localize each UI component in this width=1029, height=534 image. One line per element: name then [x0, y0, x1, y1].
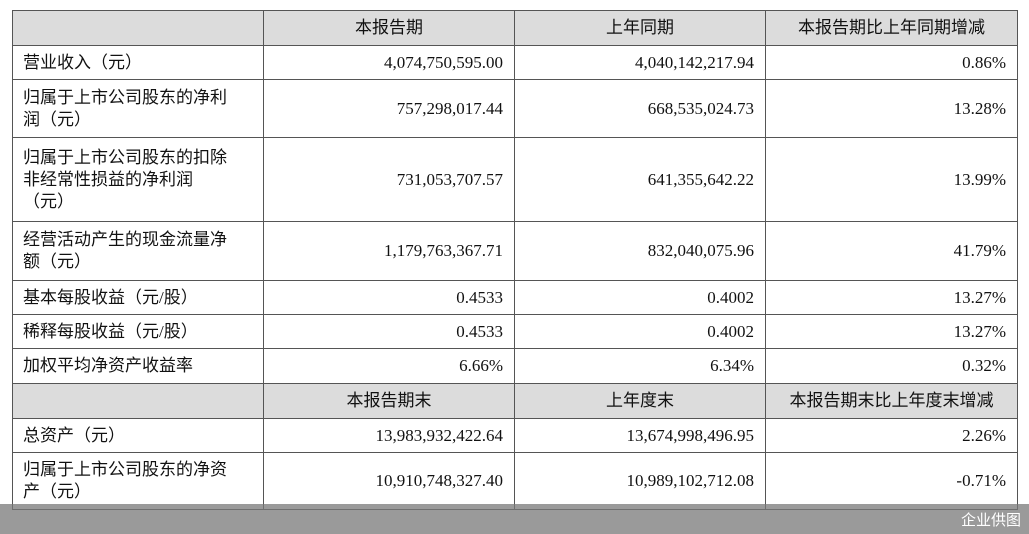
header-row: 本报告期末 上年度末 本报告期末比上年度末增减 — [12, 383, 1018, 419]
value-cell: 10,989,102,712.08 — [514, 452, 766, 510]
header-cell: 本报告期比上年同期增减 — [765, 10, 1018, 46]
watermark: 企业供图 — [960, 511, 1021, 529]
header-cell: 本报告期末比上年度末增减 — [765, 383, 1018, 419]
value-cell: 641,355,642.22 — [514, 137, 766, 222]
data-row: 营业收入（元） 4,074,750,595.00 4,040,142,217.94 0… — [12, 45, 1018, 80]
data-row: 经营活动产生的现金流量净 额（元） 1,179,763,367.71 832,040,… — [12, 221, 1018, 281]
row-label: 总资产（元） — [12, 418, 264, 453]
value-cell: 757,298,017.44 — [263, 79, 515, 138]
value-cell: 2.26% — [765, 418, 1018, 453]
row-label: 经营活动产生的现金流量净 额（元） — [12, 221, 264, 281]
data-row: 归属于上市公司股东的扣除 非经常性损益的净利润 （元） 731,053,707.57 6… — [12, 137, 1018, 222]
value-cell: 832,040,075.96 — [514, 221, 766, 281]
header-cell — [12, 10, 264, 46]
label-line: 非经常性损益的净利润 — [23, 169, 193, 189]
value-cell: 0.4533 — [263, 280, 515, 315]
data-row: 归属于上市公司股东的净利 润（元） 757,298,017.44 668,535,02… — [12, 79, 1018, 138]
header-cell: 上年同期 — [514, 10, 766, 46]
financial-table: 本报告期 上年同期 本报告期比上年同期增减营业收入（元） 4,074,750,595.… — [12, 10, 1018, 510]
data-row: 归属于上市公司股东的净资 产（元） 10,910,748,327.40 10,989,… — [12, 452, 1018, 510]
row-label: 稀释每股收益（元/股） — [12, 314, 264, 349]
value-cell: 6.34% — [514, 348, 766, 384]
value-cell: 0.4002 — [514, 280, 766, 315]
value-cell: 13,983,932,422.64 — [263, 418, 515, 453]
value-cell: 668,535,024.73 — [514, 79, 766, 138]
value-cell: 4,040,142,217.94 — [514, 45, 766, 80]
row-label: 加权平均净资产收益率 — [12, 348, 264, 384]
value-cell: 10,910,748,327.40 — [263, 452, 515, 510]
data-row: 基本每股收益（元/股） 0.4533 0.4002 13.27% — [12, 280, 1018, 315]
header-cell: 本报告期 — [263, 10, 515, 46]
label-line: 总资产（元） — [23, 425, 125, 445]
label-line: 营业收入（元） — [23, 52, 142, 72]
label-line: 归属于上市公司股东的扣除 — [23, 147, 227, 167]
value-cell: 4,074,750,595.00 — [263, 45, 515, 80]
label-line: 稀释每股收益（元/股） — [23, 321, 198, 341]
value-cell: 0.4533 — [263, 314, 515, 349]
value-cell: 41.79% — [765, 221, 1018, 281]
value-cell: 731,053,707.57 — [263, 137, 515, 222]
value-cell: 6.66% — [263, 348, 515, 384]
label-line: 加权平均净资产收益率 — [23, 356, 193, 375]
value-cell: 13.99% — [765, 137, 1018, 222]
label-line: （元） — [23, 191, 74, 211]
row-label: 归属于上市公司股东的净利 润（元） — [12, 79, 264, 138]
header-cell: 上年度末 — [514, 383, 766, 419]
label-line: 产（元） — [23, 482, 91, 501]
row-label: 营业收入（元） — [12, 45, 264, 80]
label-line: 额（元） — [23, 252, 91, 271]
value-cell: -0.71% — [765, 452, 1018, 510]
value-cell: 13.28% — [765, 79, 1018, 138]
label-line: 经营活动产生的现金流量净 — [23, 230, 227, 249]
label-line: 基本每股收益（元/股） — [23, 287, 198, 307]
data-row: 总资产（元） 13,983,932,422.64 13,674,998,496.95… — [12, 418, 1018, 453]
data-row: 加权平均净资产收益率 6.66% 6.34% 0.32% — [12, 348, 1018, 384]
header-row: 本报告期 上年同期 本报告期比上年同期增减 — [12, 10, 1018, 46]
value-cell: 1,179,763,367.71 — [263, 221, 515, 281]
watermark-bar: 企业供图 — [0, 504, 1029, 534]
label-line: 归属于上市公司股东的净利 — [23, 87, 227, 107]
value-cell: 0.4002 — [514, 314, 766, 349]
value-cell: 13,674,998,496.95 — [514, 418, 766, 453]
value-cell: 0.32% — [765, 348, 1018, 384]
data-row: 稀释每股收益（元/股） 0.4533 0.4002 13.27% — [12, 314, 1018, 349]
row-label: 基本每股收益（元/股） — [12, 280, 264, 315]
value-cell: 13.27% — [765, 314, 1018, 349]
value-cell: 0.86% — [765, 45, 1018, 80]
label-line: 归属于上市公司股东的净资 — [23, 460, 227, 479]
header-cell — [12, 383, 264, 419]
header-cell: 本报告期末 — [263, 383, 515, 419]
row-label: 归属于上市公司股东的扣除 非经常性损益的净利润 （元） — [12, 137, 264, 222]
label-line: 润（元） — [23, 109, 91, 129]
value-cell: 13.27% — [765, 280, 1018, 315]
row-label: 归属于上市公司股东的净资 产（元） — [12, 452, 264, 510]
